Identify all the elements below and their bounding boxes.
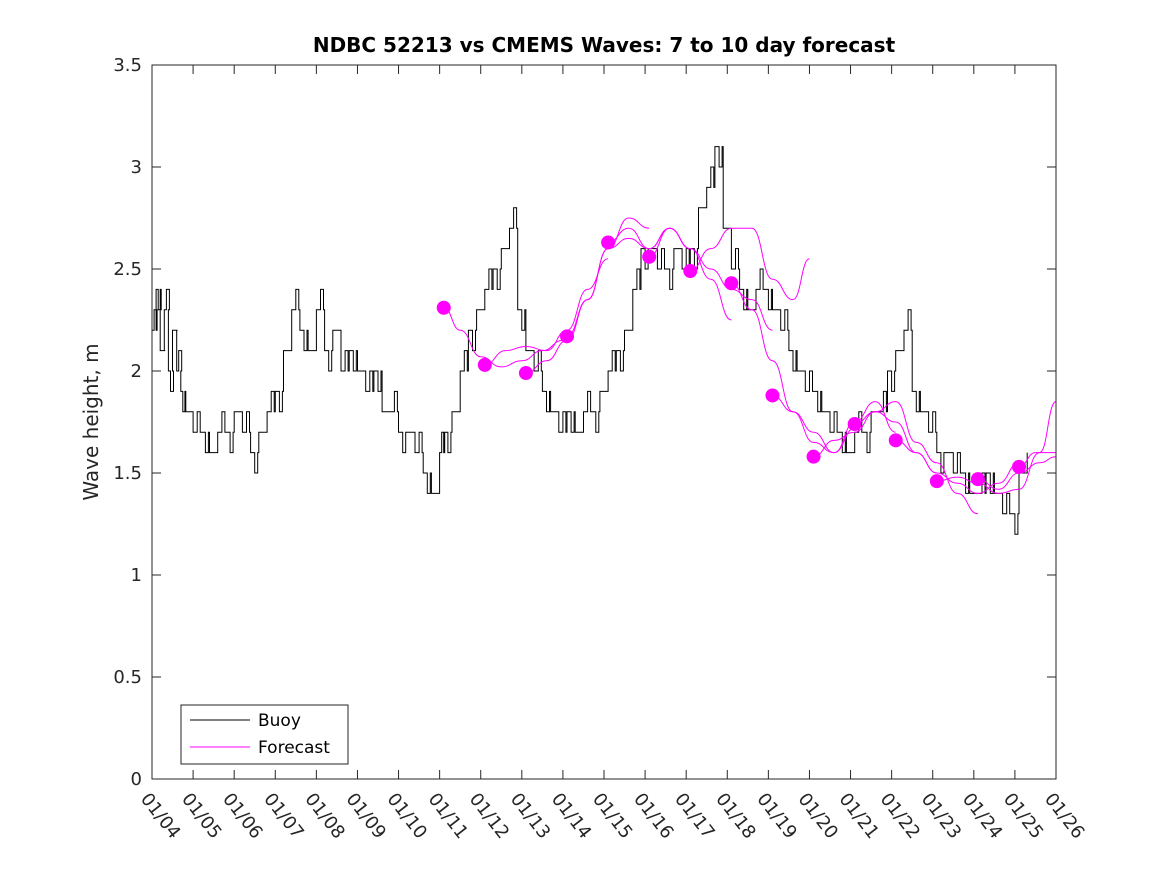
forecast-marker: [436, 300, 451, 315]
x-tick-label: 01/15: [588, 789, 636, 843]
y-axis: 0 0.5 1 1.5 2 2.5 3 3.5: [113, 55, 1056, 790]
x-tick-label: 01/16: [629, 789, 677, 843]
y-tick-label: 2.5: [113, 259, 142, 280]
forecast-line: [854, 401, 978, 515]
y-tick-label: 0.5: [113, 667, 142, 688]
x-tick-label: 01/12: [465, 789, 513, 843]
forecast-line: [690, 227, 810, 301]
y-tick-label: 2: [131, 361, 142, 382]
forecast-marker: [601, 235, 616, 250]
x-tick-label: 01/10: [383, 789, 431, 843]
forecast-marker: [642, 249, 657, 264]
x-tick-label: 01/13: [506, 789, 554, 843]
forecast-marker: [724, 276, 739, 291]
x-tick-label: 01/04: [136, 789, 184, 843]
forecast-line: [895, 439, 1020, 494]
x-tick-label: 01/09: [342, 789, 390, 843]
x-tick-label: 01/20: [794, 789, 842, 843]
forecast-marker: [847, 417, 862, 432]
legend-box: [180, 704, 349, 765]
y-tick-label: 3.5: [113, 55, 142, 76]
legend-forecast-label: Forecast: [258, 738, 330, 758]
forecast-line: [772, 395, 896, 454]
y-tick-label: 1: [131, 565, 142, 586]
x-tick-label: 01/17: [670, 789, 718, 843]
forecast-marker: [929, 474, 944, 489]
x-tick-label: 01/07: [259, 789, 307, 843]
x-tick-label: 01/05: [177, 789, 225, 843]
y-axis-label: Wave height, m: [79, 343, 103, 500]
legend-buoy-label: Buoy: [258, 711, 301, 731]
forecast-marker: [518, 366, 533, 381]
forecast-markers: [436, 235, 1027, 489]
x-tick-label: 01/14: [547, 789, 595, 843]
buoy-line: [152, 146, 1028, 535]
x-tick-label: 01/22: [876, 789, 924, 843]
forecast-marker: [888, 433, 903, 448]
x-tick-label: 01/25: [999, 789, 1047, 843]
forecast-marker: [970, 472, 985, 487]
y-tick-label: 0: [131, 769, 142, 790]
x-tick-label: 01/26: [1040, 789, 1088, 843]
y-tick-label: 3: [131, 157, 142, 178]
x-tick-label: 01/24: [958, 789, 1006, 843]
x-tick-label: 01/21: [835, 789, 883, 843]
x-tick-label: 01/19: [752, 789, 800, 843]
x-tick-label: 01/18: [711, 789, 759, 843]
x-tick-label: 01/11: [424, 789, 472, 843]
forecast-marker: [477, 357, 492, 372]
forecast-line: [649, 227, 773, 331]
plot-area: [152, 65, 1056, 779]
forecast-marker: [765, 388, 780, 403]
x-tick-label: 01/06: [218, 789, 266, 843]
y-tick-label: 1.5: [113, 463, 142, 484]
x-tick-label: 01/23: [917, 789, 965, 843]
forecast-marker: [683, 264, 698, 279]
legend: Buoy Forecast: [180, 704, 349, 765]
chart-title: NDBC 52213 vs CMEMS Waves: 7 to 10 day f…: [313, 33, 896, 57]
buoy-series: [152, 146, 1028, 535]
forecast-series: [443, 217, 1057, 515]
x-tick-label: 01/08: [300, 789, 348, 843]
forecast-marker: [806, 449, 821, 464]
forecast-line: [484, 258, 609, 366]
forecast-marker: [560, 329, 575, 344]
forecast-marker: [1012, 459, 1027, 474]
